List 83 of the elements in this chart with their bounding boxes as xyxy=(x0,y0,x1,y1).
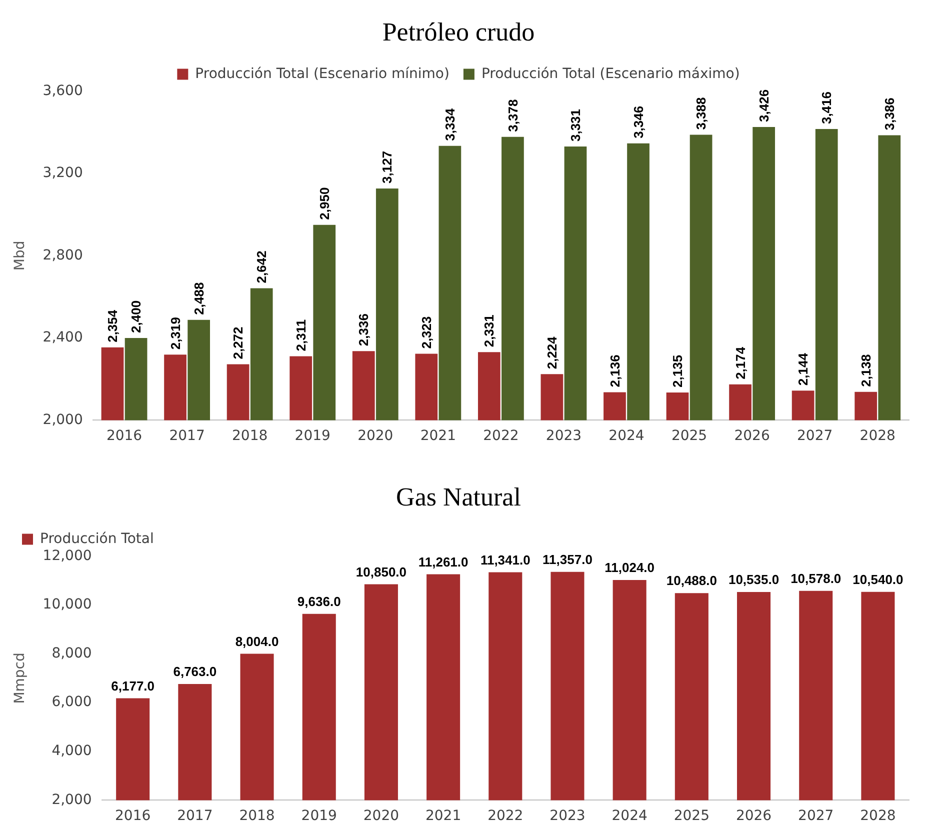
x-tick-label: 2016 xyxy=(106,428,142,444)
legend-label: Producción Total (Escenario mínimo) xyxy=(195,66,450,82)
y-tick-label: 2,000 xyxy=(52,792,92,808)
data-label: 2,323 xyxy=(418,316,434,349)
data-label: 2,336 xyxy=(356,314,372,346)
x-tick-label: 2017 xyxy=(177,808,213,824)
x-tick-label: 2025 xyxy=(671,428,708,444)
x-tick-label: 2021 xyxy=(425,808,462,824)
y-tick-label: 2,400 xyxy=(42,330,83,346)
data-label: 3,331 xyxy=(568,108,584,142)
data-label: 2,136 xyxy=(607,354,622,388)
y-tick-label: 12,000 xyxy=(42,548,92,564)
y-tick-label: 4,000 xyxy=(52,743,92,760)
x-tick-label: 2025 xyxy=(674,808,710,824)
x-tick-label: 2028 xyxy=(860,808,896,824)
data-label: 2,135 xyxy=(670,354,686,388)
data-label: 2,331 xyxy=(482,314,497,348)
y-tick-label: 2,800 xyxy=(42,247,83,264)
data-label: 2,354 xyxy=(105,309,120,342)
x-tick-label: 2017 xyxy=(169,428,205,444)
data-label: 3,346 xyxy=(630,106,646,138)
chart-title: Petróleo crudo xyxy=(382,17,535,46)
data-label: 2,319 xyxy=(168,317,183,350)
x-tick-label: 2022 xyxy=(488,808,524,824)
data-label: 10,535.0 xyxy=(728,572,780,588)
data-label: 11,357.0 xyxy=(542,552,592,567)
data-label: 8,004.0 xyxy=(235,634,279,649)
legend-label: Producción Total xyxy=(40,530,154,547)
x-tick-label: 2027 xyxy=(798,808,834,824)
y-tick-label: 2,000 xyxy=(42,412,83,428)
x-tick-label: 2022 xyxy=(483,428,519,444)
data-label: 2,138 xyxy=(858,354,874,387)
x-tick-label: 2023 xyxy=(550,808,586,824)
data-label: 2,272 xyxy=(230,326,246,360)
y-tick-label: 3,600 xyxy=(42,82,83,99)
y-axis-title: Mbd xyxy=(12,240,28,271)
data-label: 2,400 xyxy=(128,300,144,333)
data-label: 10,850.0 xyxy=(356,564,407,580)
data-label: 6,177.0 xyxy=(111,678,155,694)
y-tick-label: 10,000 xyxy=(42,596,92,613)
chart-title: Gas Natural xyxy=(396,482,521,512)
data-label: 11,024.0 xyxy=(604,560,655,576)
data-label: 2,224 xyxy=(544,336,560,370)
data-label: 9,636.0 xyxy=(297,594,341,609)
x-tick-label: 2018 xyxy=(232,428,268,444)
data-label: 10,540.0 xyxy=(852,572,904,587)
x-tick-label: 2019 xyxy=(294,428,330,444)
y-tick-label: 6,000 xyxy=(52,694,92,710)
x-tick-label: 2024 xyxy=(608,428,644,444)
data-label: 10,488.0 xyxy=(666,573,717,588)
x-tick-label: 2021 xyxy=(420,428,456,444)
x-tick-label: 2028 xyxy=(860,428,896,444)
legend-label: Producción Total (Escenario máximo) xyxy=(481,66,740,82)
data-label: 3,386 xyxy=(882,98,897,130)
y-tick-label: 3,200 xyxy=(42,165,83,182)
x-tick-label: 2026 xyxy=(734,428,770,444)
data-label: 2,174 xyxy=(732,346,748,380)
x-tick-label: 2018 xyxy=(239,808,275,824)
data-label: 3,378 xyxy=(505,99,520,132)
data-label: 2,488 xyxy=(191,282,206,315)
y-tick-label: 8,000 xyxy=(52,645,92,662)
data-label: 3,426 xyxy=(756,89,772,122)
x-tick-label: 2024 xyxy=(612,808,648,824)
data-label: 3,388 xyxy=(694,97,709,130)
data-label: 2,144 xyxy=(796,352,811,386)
data-label: 3,127 xyxy=(380,150,395,184)
x-tick-label: 2027 xyxy=(797,428,833,444)
data-label: 6,763.0 xyxy=(173,664,217,680)
y-axis-title: Mmpcd xyxy=(12,652,28,704)
x-tick-label: 2020 xyxy=(363,808,400,824)
x-tick-label: 2026 xyxy=(736,808,772,824)
data-label: 11,261.0 xyxy=(418,554,468,570)
data-label: 3,416 xyxy=(819,91,834,124)
data-label: 11,341.0 xyxy=(480,552,530,568)
x-tick-label: 2020 xyxy=(358,428,394,444)
x-tick-label: 2019 xyxy=(301,808,337,824)
x-tick-label: 2016 xyxy=(115,808,151,824)
data-label: 10,578.0 xyxy=(790,570,842,586)
data-label: 2,950 xyxy=(316,187,332,220)
data-label: 3,334 xyxy=(442,108,458,141)
data-label: 2,642 xyxy=(254,250,270,284)
x-tick-label: 2023 xyxy=(546,428,582,444)
data-label: 2,311 xyxy=(293,319,308,352)
